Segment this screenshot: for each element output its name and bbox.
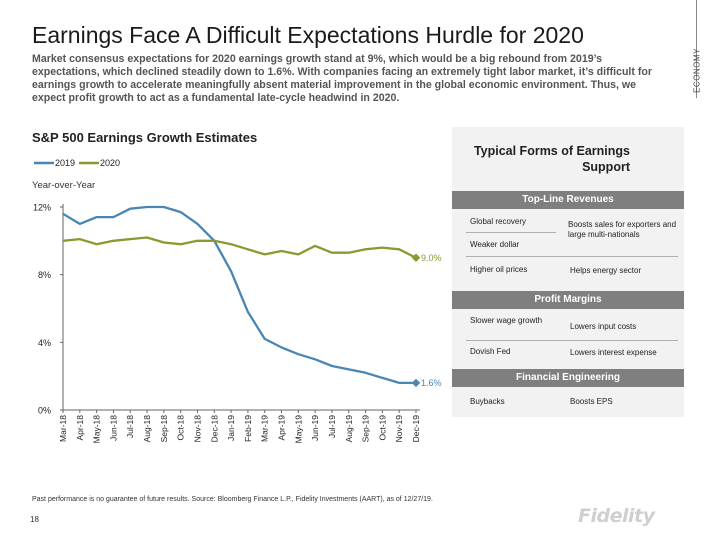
- y-axis-label: Year-over-Year: [32, 180, 96, 191]
- support-item-weaker-dollar: Weaker dollar: [470, 240, 520, 249]
- y-tick-label: 12%: [33, 203, 51, 213]
- x-tick-label: Oct-19: [377, 415, 387, 441]
- x-tick-label: Nov-19: [394, 415, 404, 443]
- x-tick-label: Apr-18: [75, 415, 85, 441]
- x-tick-label: Jul-18: [125, 415, 135, 438]
- x-tick-label: Jun-18: [108, 415, 118, 441]
- x-tick-label: Jul-19: [327, 415, 337, 438]
- support-effect-interest-expense: Lowers interest expense: [570, 348, 657, 357]
- page-number: 18: [30, 515, 39, 524]
- series-2020-line: [62, 236, 417, 259]
- fidelity-logo: Fidelity: [578, 505, 655, 527]
- series-2019-end-label: 1.6%: [421, 378, 442, 388]
- page-subtitle: Market consensus expectations for 2020 e…: [32, 53, 652, 104]
- support-item-higher-oil-prices: Higher oil prices: [470, 265, 528, 274]
- support-item-dovish-fed: Dovish Fed: [470, 347, 511, 356]
- x-tick-label: Dec-19: [411, 415, 421, 443]
- row-divider: [466, 256, 678, 257]
- support-item-buybacks: Buybacks: [470, 397, 505, 406]
- series-2019-line: [62, 205, 416, 385]
- top-line-revenues-header: Top-Line Revenues: [452, 191, 684, 209]
- footnote: Past performance is no guarantee of futu…: [32, 496, 433, 503]
- section-divider: [696, 0, 697, 98]
- support-effect-eps: Boosts EPS: [570, 397, 613, 406]
- legend-2019-label: 2019: [55, 158, 75, 168]
- x-tick-label: Jun-19: [310, 415, 320, 441]
- support-item-global-recovery: Global recovery: [470, 217, 527, 226]
- support-effect-energy: Helps energy sector: [570, 266, 642, 275]
- support-item-slower-wage-growth: Slower wage growth: [470, 316, 543, 325]
- series-2019-end-marker: [411, 378, 421, 388]
- x-tick-label: Apr-19: [277, 415, 287, 441]
- x-tick-label: Mar-19: [260, 415, 270, 442]
- chart-title: S&P 500 Earnings Growth Estimates: [32, 130, 258, 145]
- x-tick-label: Sep-19: [361, 415, 371, 443]
- x-tick-label: Jan-19: [226, 415, 236, 441]
- financial-engineering-header: Financial Engineering: [452, 369, 684, 387]
- series-2020-end-marker: [411, 253, 421, 262]
- y-tick-label: 8%: [38, 270, 51, 280]
- page-title: Earnings Face A Difficult Expectations H…: [32, 22, 584, 48]
- support-effect-exporters: Boosts sales for exporters and large mul…: [568, 220, 677, 239]
- profit-margins-header: Profit Margins: [452, 291, 684, 309]
- panel-title: Typical Forms of Earnings Support: [473, 144, 630, 174]
- earnings-support-panel: [452, 127, 684, 417]
- x-tick-label: Dec-18: [209, 415, 219, 443]
- series-2020-end-label: 9.0%: [421, 253, 442, 263]
- legend: 2019 2020: [34, 158, 120, 168]
- x-tick-label: May-18: [92, 415, 102, 444]
- x-tick-label: Sep-18: [159, 415, 169, 443]
- x-tick-label: Nov-18: [192, 415, 202, 443]
- support-effect-input-costs: Lowers input costs: [570, 322, 637, 331]
- y-tick-label: 0%: [38, 406, 51, 416]
- x-tick-label: Aug-19: [344, 415, 354, 443]
- legend-2020-label: 2020: [100, 158, 120, 168]
- x-tick-label: Aug-18: [142, 415, 152, 443]
- x-tick-label: Oct-18: [176, 415, 186, 441]
- x-tick-label: Feb-19: [243, 415, 253, 442]
- y-tick-label: 4%: [38, 338, 51, 348]
- row-divider: [466, 340, 678, 341]
- x-tick-label: Mar-18: [58, 415, 68, 442]
- x-tick-label: May-19: [293, 415, 303, 444]
- row-divider: [466, 232, 556, 233]
